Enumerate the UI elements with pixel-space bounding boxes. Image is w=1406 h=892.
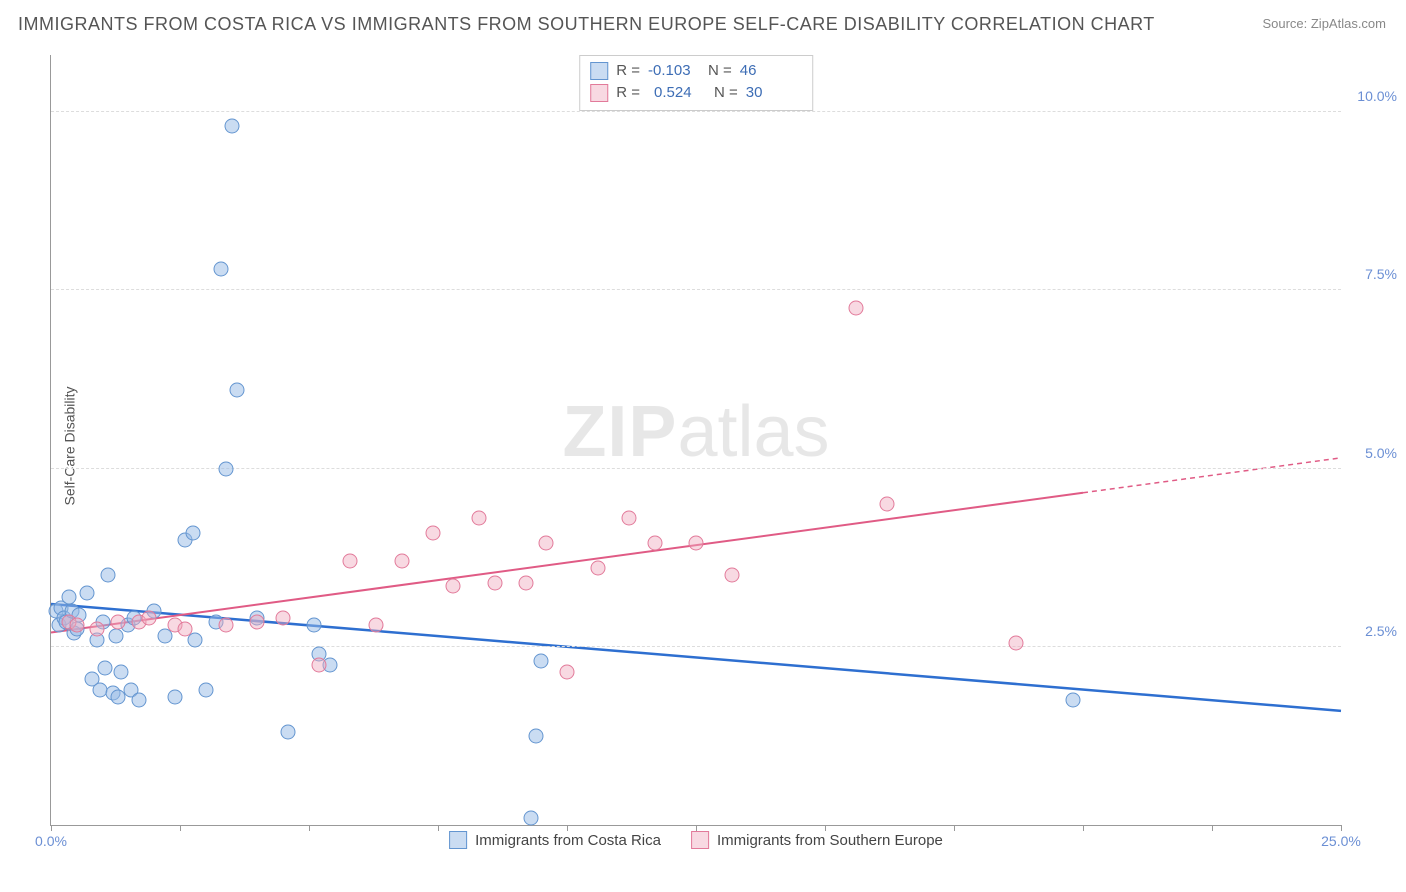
scatter-point: [1065, 693, 1080, 708]
scatter-point: [229, 383, 244, 398]
scatter-point: [178, 621, 193, 636]
x-tick: [567, 825, 568, 831]
scatter-point: [560, 664, 575, 679]
x-tick: [1212, 825, 1213, 831]
scatter-point: [113, 664, 128, 679]
scatter-point: [80, 586, 95, 601]
scatter-point: [98, 661, 113, 676]
x-tick: [696, 825, 697, 831]
scatter-point: [689, 536, 704, 551]
x-tick: [954, 825, 955, 831]
scatter-point: [529, 728, 544, 743]
scatter-point: [224, 119, 239, 134]
stat-value-n-2: 30: [746, 82, 798, 104]
scatter-point: [343, 554, 358, 569]
legend-item-1: Immigrants from Costa Rica: [449, 831, 661, 849]
swatch-series-1: [590, 62, 608, 80]
x-tick: [309, 825, 310, 831]
scatter-point: [1008, 636, 1023, 651]
legend-label-1: Immigrants from Costa Rica: [475, 832, 661, 849]
scatter-point: [307, 618, 322, 633]
scatter-point: [219, 461, 234, 476]
scatter-point: [90, 621, 105, 636]
legend-label-2: Immigrants from Southern Europe: [717, 832, 943, 849]
legend-bottom: Immigrants from Costa Rica Immigrants fr…: [449, 831, 943, 849]
swatch-icon: [691, 831, 709, 849]
y-tick-label: 2.5%: [1365, 623, 1397, 639]
scatter-point: [394, 554, 409, 569]
x-tick-label: 0.0%: [35, 833, 67, 849]
y-tick-label: 5.0%: [1365, 445, 1397, 461]
scatter-point: [131, 693, 146, 708]
stat-label-n-2: N =: [714, 82, 738, 104]
scatter-plot-area: ZIPatlas R = -0.103 N = 46 R = 0.524 N =…: [50, 55, 1341, 826]
scatter-point: [219, 618, 234, 633]
legend-stats-row-2: R = 0.524 N = 30: [590, 82, 798, 104]
scatter-point: [62, 589, 77, 604]
scatter-point: [69, 618, 84, 633]
stat-label-n-1: N =: [708, 60, 732, 82]
scatter-point: [446, 579, 461, 594]
watermark: ZIPatlas: [562, 391, 829, 473]
scatter-point: [487, 575, 502, 590]
source-name: ZipAtlas.com: [1311, 16, 1386, 31]
scatter-point: [100, 568, 115, 583]
stat-value-r-1: -0.103: [648, 60, 700, 82]
scatter-point: [281, 725, 296, 740]
swatch-series-2: [590, 84, 608, 102]
x-tick: [51, 825, 52, 831]
gridline: [51, 468, 1341, 469]
scatter-point: [425, 525, 440, 540]
x-tick-label: 25.0%: [1321, 833, 1361, 849]
x-tick: [1341, 825, 1342, 831]
stat-label-r-1: R =: [616, 60, 640, 82]
x-tick: [825, 825, 826, 831]
scatter-point: [276, 611, 291, 626]
watermark-zip: ZIP: [562, 392, 677, 472]
scatter-point: [185, 525, 200, 540]
y-tick-label: 7.5%: [1365, 266, 1397, 282]
stat-value-r-2: 0.524: [648, 82, 706, 104]
scatter-point: [312, 657, 327, 672]
swatch-icon: [449, 831, 467, 849]
source-prefix: Source:: [1262, 16, 1310, 31]
stat-value-n-1: 46: [740, 60, 792, 82]
scatter-point: [621, 511, 636, 526]
scatter-point: [214, 261, 229, 276]
scatter-point: [539, 536, 554, 551]
stat-label-r-2: R =: [616, 82, 640, 104]
gridline: [51, 289, 1341, 290]
scatter-point: [472, 511, 487, 526]
watermark-atlas: atlas: [677, 392, 829, 472]
chart-title: IMMIGRANTS FROM COSTA RICA VS IMMIGRANTS…: [18, 14, 1155, 35]
scatter-point: [725, 568, 740, 583]
x-tick: [1083, 825, 1084, 831]
trend-lines-svg: [51, 55, 1341, 825]
legend-item-2: Immigrants from Southern Europe: [691, 831, 943, 849]
source-attribution: Source: ZipAtlas.com: [1262, 16, 1386, 31]
scatter-point: [534, 654, 549, 669]
gridline: [51, 111, 1341, 112]
x-tick: [180, 825, 181, 831]
y-tick-label: 10.0%: [1357, 88, 1397, 104]
scatter-point: [647, 536, 662, 551]
scatter-point: [518, 575, 533, 590]
scatter-point: [111, 614, 126, 629]
scatter-point: [848, 301, 863, 316]
scatter-point: [879, 497, 894, 512]
scatter-point: [590, 561, 605, 576]
scatter-point: [523, 810, 538, 825]
legend-stats-row-1: R = -0.103 N = 46: [590, 60, 798, 82]
x-tick: [438, 825, 439, 831]
scatter-point: [108, 629, 123, 644]
scatter-point: [250, 614, 265, 629]
gridline: [51, 646, 1341, 647]
scatter-point: [369, 618, 384, 633]
scatter-point: [198, 682, 213, 697]
scatter-point: [167, 689, 182, 704]
legend-stats-box: R = -0.103 N = 46 R = 0.524 N = 30: [579, 55, 813, 111]
scatter-point: [142, 611, 157, 626]
